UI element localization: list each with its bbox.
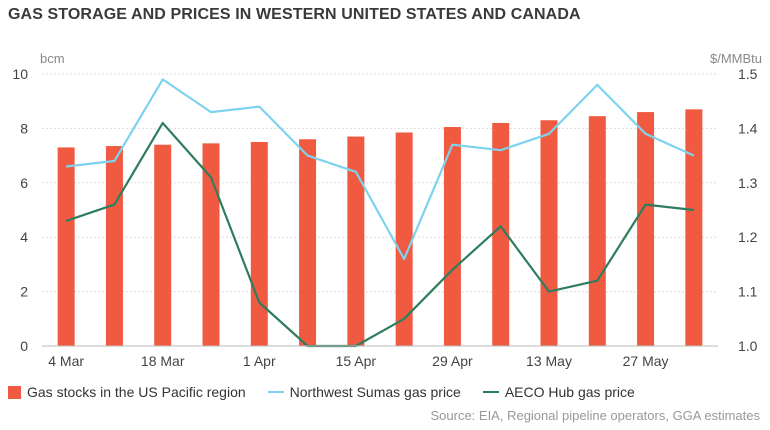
bar xyxy=(250,142,268,346)
y-right-tick-label: 1.2 xyxy=(738,229,758,245)
line-series xyxy=(65,78,695,348)
aeco-price-line xyxy=(65,121,695,348)
bar xyxy=(202,143,220,346)
x-tick-label: 13 May xyxy=(526,353,572,369)
bar xyxy=(685,109,703,346)
y-left-unit: bcm xyxy=(40,51,65,66)
sumas-price-line xyxy=(65,78,695,261)
x-tick-label: 1 Apr xyxy=(243,353,276,369)
bar xyxy=(154,144,172,346)
bar xyxy=(443,127,461,346)
x-tick-label: 18 Mar xyxy=(141,353,185,369)
bar xyxy=(588,116,606,346)
y-right-tick-label: 1.1 xyxy=(738,284,758,300)
legend-swatch-line xyxy=(267,391,284,393)
legend-label: Northwest Sumas gas price xyxy=(289,384,461,400)
bar xyxy=(105,146,123,346)
bar xyxy=(299,139,317,346)
y-left-tick-label: 2 xyxy=(20,284,28,300)
legend-swatch-line xyxy=(482,391,499,393)
legend-item-gas-stocks: Gas stocks in the US Pacific region xyxy=(8,384,246,400)
y-right-tick-label: 1.0 xyxy=(738,338,758,354)
legend-swatch-bar xyxy=(8,385,21,399)
y-right-tick-label: 1.4 xyxy=(738,120,758,136)
bar xyxy=(395,132,413,346)
y-right-tick-label: 1.3 xyxy=(738,175,758,191)
axes: 0 2 4 6 8 10 1.0 1.1 1.2 1.3 1.4 1.5 bcm $/MMBtu 4 Mar… xyxy=(12,51,762,369)
y-left-tick-label: 6 xyxy=(20,175,28,191)
legend-label: AECO Hub gas price xyxy=(504,384,635,400)
bar xyxy=(492,122,510,347)
bar xyxy=(347,136,365,346)
source-note: Source: EIA, Regional pipeline operators… xyxy=(430,408,760,423)
legend-item-sumas: Northwest Sumas gas price xyxy=(267,384,461,400)
x-tick-label: 27 May xyxy=(623,353,669,369)
x-tick-label: 4 Mar xyxy=(48,353,84,369)
chart-title: GAS STORAGE AND PRICES IN WESTERN UNITED… xyxy=(8,6,581,23)
y-right-unit: $/MMBtu xyxy=(710,51,762,66)
bar xyxy=(637,112,655,346)
y-left-tick-label: 0 xyxy=(20,338,28,354)
x-tick-label: 29 Apr xyxy=(432,353,473,369)
y-right-tick-label: 1.5 xyxy=(738,66,758,82)
y-left-tick-label: 4 xyxy=(20,229,28,245)
x-tick-label: 15 Apr xyxy=(336,353,377,369)
gridlines xyxy=(42,73,718,293)
bar-series xyxy=(57,109,703,347)
y-left-tick-label: 8 xyxy=(20,120,28,136)
y-left-tick-label: 10 xyxy=(12,66,28,82)
legend: Gas stocks in the US Pacific region Nort… xyxy=(8,384,657,400)
bar xyxy=(540,120,558,347)
legend-item-aeco: AECO Hub gas price xyxy=(482,384,635,400)
legend-label: Gas stocks in the US Pacific region xyxy=(27,384,246,400)
bar xyxy=(57,147,75,346)
